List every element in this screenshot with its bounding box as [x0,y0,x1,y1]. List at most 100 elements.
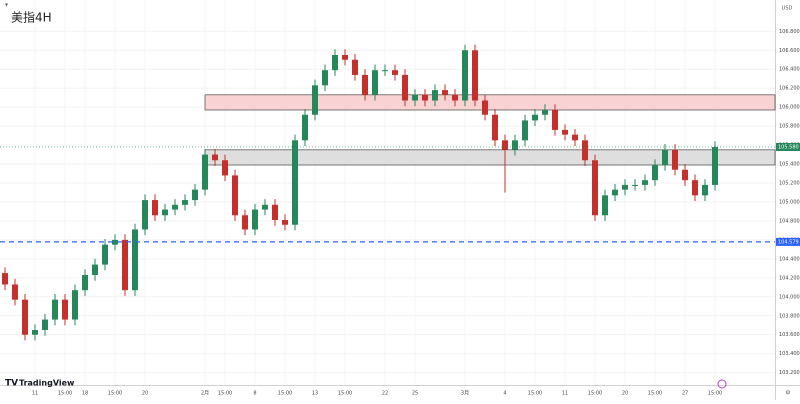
candle-body [702,184,708,196]
candle-body [202,154,208,190]
x-tick-label: 20 [142,391,148,397]
candle-body [372,70,378,95]
x-tick-label: 3月 [461,391,469,397]
candle-body [282,220,288,225]
candle-body [482,100,488,115]
candle-body [42,319,48,330]
candle-body [502,140,508,150]
candle-body [72,290,78,320]
x-tick-label: 15:00 [58,391,72,397]
x-tick-label: 15:00 [278,391,292,397]
candle-body [192,189,198,201]
y-tick-label: 105.800 [779,124,800,130]
candle-body [422,94,428,101]
candle-body [612,189,618,196]
candle-body [572,134,578,141]
candle-body [12,284,18,300]
x-tick-label: 11 [32,391,38,397]
y-tick-label: 103.800 [779,313,800,319]
candle-body [92,264,98,275]
candle-body [2,273,8,285]
candle-body [102,244,108,265]
y-tick-label: 103.600 [779,332,800,338]
x-tick-label: 11 [562,391,568,397]
x-tick-label: 15:00 [528,391,542,397]
x-tick-label: 8 [253,391,256,397]
event-marker[interactable] [717,379,727,389]
candle-body [442,90,448,95]
candle-body [602,195,608,216]
candle-body [322,70,328,86]
candle-body [562,129,568,135]
candle-body [402,74,408,101]
candle-body [682,169,688,181]
settings-icon[interactable]: ⚙ [785,390,790,397]
candle-body [692,180,698,196]
candle-body [302,114,308,141]
x-tick-label: 15:00 [108,391,122,397]
candle-body [342,55,348,60]
last-price-tag [776,142,800,151]
x-tick-label: 2月 [201,391,209,397]
x-tick-label: 15:00 [338,391,352,397]
x-tick-label: 27 [682,391,688,397]
x-tick-label: 15:00 [218,391,232,397]
candle-body [632,184,638,186]
y-tick-label: 106.600 [779,48,800,54]
candle-body [212,154,218,161]
zone [204,94,776,111]
x-tick-label: 15:00 [708,391,722,397]
candle-body [662,149,668,165]
last-price-label: 105.580 [778,144,799,150]
logo: TV TradingView [5,379,75,389]
y-tick-label: 104.200 [779,275,800,281]
candle-body [362,74,368,95]
candle-body [512,140,518,150]
chart-title: 美指4H [11,10,52,25]
candle-body [462,50,468,101]
candle-body [222,160,228,176]
logo-mark: TV [5,379,18,389]
candle-body [542,110,548,115]
candle-body [592,160,598,216]
candle-body [392,70,398,75]
y-tick-label: 106.000 [779,105,800,111]
candle-body [672,149,678,170]
candle-body [182,200,188,205]
x-tick-label: 25 [412,391,418,397]
candle-body [432,90,438,101]
x-tick-label: 18 [82,391,88,397]
candle-body [492,114,498,141]
x-tick-label: 20 [622,391,628,397]
candle-body [22,299,28,335]
collapse-icon[interactable]: ▾ [5,2,8,9]
candle-body [32,330,38,335]
candle-body [522,120,528,141]
candle-body [552,110,558,130]
y-tick-label: 105.000 [779,199,800,205]
y-tick-label: 105.400 [779,162,800,168]
x-tick-label: 15:00 [588,391,602,397]
candle-body [252,209,258,230]
candle-body [532,114,538,121]
x-tick-label: 4 [503,391,506,397]
candle-body [172,204,178,210]
level-tag [776,237,800,246]
x-tick-label: 22 [382,391,388,397]
candle-body [292,140,298,225]
y-tick-label: 104.400 [779,256,800,262]
currency: USD [782,6,793,12]
candle-body [142,200,148,230]
candle-body [262,204,268,210]
candle-body [642,180,648,185]
candle-body [312,85,318,115]
candle-body [272,204,278,220]
candle-body [622,184,628,190]
candle-body [62,299,68,320]
level-label: 104.579 [778,239,799,245]
candle-body [122,239,128,291]
candle-body [452,94,458,101]
candle-body [652,165,658,181]
